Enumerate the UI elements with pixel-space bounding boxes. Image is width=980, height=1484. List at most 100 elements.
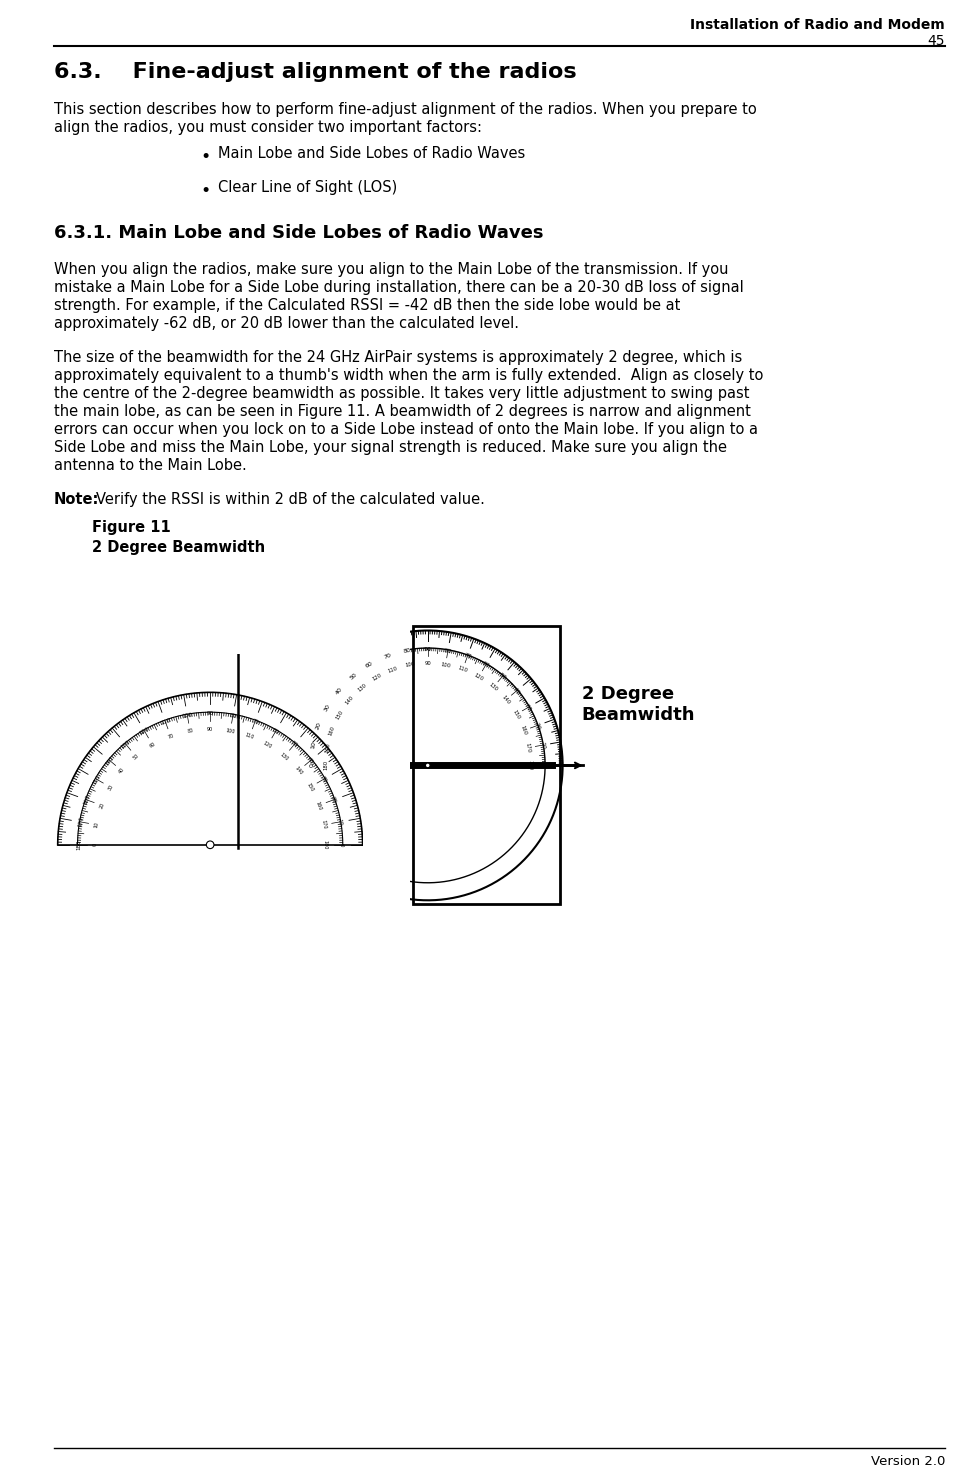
Text: The size of the beamwidth for the 24 GHz AirPair systems is approximately 2 degr: The size of the beamwidth for the 24 GHz…: [54, 350, 742, 365]
Text: 170: 170: [524, 742, 531, 754]
Text: 140: 140: [501, 695, 511, 705]
Text: 10: 10: [94, 821, 100, 828]
Text: 90: 90: [424, 660, 431, 666]
Text: approximately -62 dB, or 20 dB lower than the calculated level.: approximately -62 dB, or 20 dB lower tha…: [54, 316, 519, 331]
Text: approximately equivalent to a thumb's width when the arm is fully extended.  Ali: approximately equivalent to a thumb's wi…: [54, 368, 763, 383]
Text: 80: 80: [229, 712, 237, 718]
Text: 50: 50: [498, 672, 507, 681]
Text: 30: 30: [323, 703, 331, 712]
Text: 120: 120: [473, 672, 484, 681]
Text: 110: 110: [160, 717, 172, 726]
Text: Version 2.0: Version 2.0: [870, 1454, 945, 1468]
Text: 20: 20: [99, 801, 106, 809]
Text: Verify the RSSI is within 2 dB of the calculated value.: Verify the RSSI is within 2 dB of the ca…: [96, 493, 485, 508]
Text: 20: 20: [533, 721, 540, 730]
Circle shape: [207, 841, 214, 849]
Text: Side Lobe and miss the Main Lobe, your signal strength is reduced. Make sure you: Side Lobe and miss the Main Lobe, your s…: [54, 439, 727, 456]
Text: Note:: Note:: [54, 493, 99, 508]
Text: 110: 110: [387, 666, 399, 674]
Text: 70: 70: [463, 653, 472, 660]
Text: 150: 150: [92, 773, 101, 785]
Text: 30: 30: [107, 784, 115, 791]
Text: 140: 140: [345, 695, 355, 705]
Text: 10: 10: [336, 818, 342, 827]
Text: 10: 10: [539, 741, 545, 749]
Text: 180: 180: [323, 760, 328, 770]
Text: When you align the radios, make sure you align to the Main Lobe of the transmiss: When you align the radios, make sure you…: [54, 263, 728, 278]
Text: 140: 140: [293, 766, 303, 776]
Text: 150: 150: [512, 709, 520, 720]
Text: 110: 110: [457, 666, 468, 674]
Text: 130: 130: [121, 739, 131, 749]
Text: 160: 160: [315, 800, 322, 810]
Text: •: •: [200, 183, 211, 200]
Text: 170: 170: [324, 742, 331, 754]
Text: 10: 10: [311, 741, 317, 749]
Text: 50: 50: [132, 752, 140, 760]
Text: 160: 160: [328, 726, 336, 736]
Text: 170: 170: [77, 816, 84, 828]
Text: •: •: [200, 148, 211, 166]
Text: 0: 0: [339, 843, 344, 846]
Text: 170: 170: [320, 819, 326, 830]
Text: This section describes how to perform fine-adjust alignment of the radios. When : This section describes how to perform fi…: [54, 102, 757, 117]
Text: 50: 50: [290, 741, 299, 748]
Text: 30: 30: [319, 775, 327, 784]
Text: 150: 150: [335, 709, 344, 720]
Text: 120: 120: [263, 741, 273, 749]
Text: 20: 20: [315, 721, 322, 730]
Text: 160: 160: [83, 794, 91, 806]
Text: 0: 0: [92, 843, 98, 846]
Text: 70: 70: [383, 653, 393, 660]
Text: 130: 130: [279, 752, 289, 761]
Text: 45: 45: [927, 34, 945, 47]
Text: errors can occur when you lock on to a Side Lobe instead of onto the Main lobe. : errors can occur when you lock on to a S…: [54, 421, 758, 436]
Text: 150: 150: [306, 782, 315, 792]
Text: 180: 180: [527, 760, 532, 770]
Text: 70: 70: [167, 733, 174, 741]
Text: 100: 100: [181, 712, 193, 720]
Text: 2 Degree Beamwidth: 2 Degree Beamwidth: [92, 540, 266, 555]
Text: 30: 30: [524, 703, 532, 712]
Text: 40: 40: [307, 757, 315, 764]
Text: 90: 90: [207, 727, 214, 732]
Text: 40: 40: [513, 686, 521, 696]
Text: antenna to the Main Lobe.: antenna to the Main Lobe.: [54, 459, 247, 473]
Text: 130: 130: [357, 683, 368, 693]
Text: 6.3.1. Main Lobe and Side Lobes of Radio Waves: 6.3.1. Main Lobe and Side Lobes of Radio…: [54, 224, 544, 242]
Text: 0: 0: [310, 763, 315, 767]
Text: 180: 180: [76, 840, 81, 850]
Text: 2 Degree
Beamwidth: 2 Degree Beamwidth: [581, 686, 695, 724]
Text: 40: 40: [334, 686, 343, 696]
Text: 50: 50: [349, 672, 358, 681]
Text: 60: 60: [366, 660, 374, 669]
Text: 0: 0: [541, 763, 546, 767]
Text: align the radios, you must consider two important factors:: align the radios, you must consider two …: [54, 120, 482, 135]
Text: 90: 90: [423, 647, 431, 651]
Text: 6.3.    Fine-adjust alignment of the radios: 6.3. Fine-adjust alignment of the radios: [54, 62, 576, 82]
Text: 80: 80: [404, 649, 412, 654]
Text: 110: 110: [244, 733, 255, 741]
Text: 160: 160: [519, 726, 527, 736]
Text: the main lobe, as can be seen in Figure 11. A beamwidth of 2 degrees is narrow a: the main lobe, as can be seen in Figure …: [54, 404, 751, 418]
Text: Clear Line of Sight (LOS): Clear Line of Sight (LOS): [218, 180, 397, 194]
Text: 130: 130: [488, 683, 499, 693]
Text: 120: 120: [371, 672, 382, 681]
Text: 90: 90: [207, 711, 214, 717]
Text: 20: 20: [330, 795, 337, 804]
Text: 140: 140: [105, 755, 115, 766]
Text: 60: 60: [481, 660, 490, 669]
Text: mistake a Main Lobe for a Side Lobe during installation, there can be a 20-30 dB: mistake a Main Lobe for a Side Lobe duri…: [54, 280, 744, 295]
Text: 60: 60: [149, 742, 157, 749]
Text: 100: 100: [440, 662, 451, 668]
Text: the centre of the 2-degree beamwidth as possible. It takes very little adjustmen: the centre of the 2-degree beamwidth as …: [54, 386, 750, 401]
Text: Installation of Radio and Modem: Installation of Radio and Modem: [690, 18, 945, 33]
Text: 60: 60: [271, 727, 280, 735]
Text: 100: 100: [405, 662, 416, 668]
Text: 80: 80: [444, 649, 452, 654]
Text: 120: 120: [139, 727, 150, 736]
Text: 70: 70: [251, 718, 259, 726]
Text: 100: 100: [225, 729, 235, 735]
Circle shape: [209, 843, 212, 846]
Text: Figure 11: Figure 11: [92, 519, 171, 536]
